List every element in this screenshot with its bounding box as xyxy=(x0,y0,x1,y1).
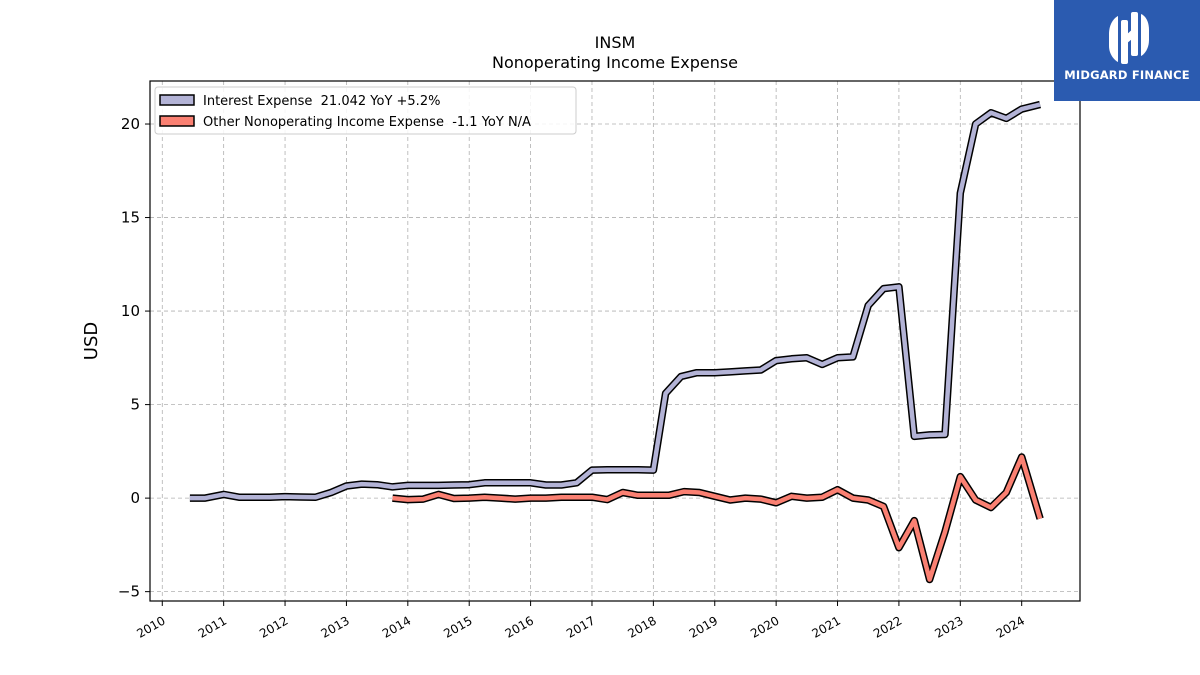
y-axis-ticks: −5 0 5 10 15 20 xyxy=(118,115,150,601)
x-tick-label: 2020 xyxy=(748,613,781,640)
x-tick-label: 2022 xyxy=(871,613,904,640)
x-tick-label: 2017 xyxy=(564,613,597,640)
plot-frame xyxy=(149,80,1081,602)
chart-title: INSM xyxy=(595,33,636,52)
legend-swatch-interest-expense xyxy=(159,94,195,106)
y-tick-label: 10 xyxy=(121,302,140,320)
y-tick-label: −5 xyxy=(118,583,140,601)
x-axis-ticks: 2010 2011 2012 2013 2014 2015 2016 2017 2018 2019… xyxy=(134,601,1027,641)
y-axis-label: USD xyxy=(81,322,102,360)
logo-wordmark: MIDGARD FINANCE xyxy=(1064,68,1190,82)
series-line xyxy=(189,102,1041,501)
x-tick-label: 2021 xyxy=(810,613,843,640)
x-tick-label: 2012 xyxy=(257,613,290,640)
y-tick-label: 15 xyxy=(121,209,140,227)
x-tick-label: 2018 xyxy=(625,613,658,640)
x-tick-label: 2016 xyxy=(503,613,536,640)
y-tick-label: 5 xyxy=(130,396,140,414)
series-line xyxy=(392,454,1043,582)
legend-label-other-nonoperating: Other Nonoperating Income Expense -1.1 Y… xyxy=(203,115,531,130)
x-tick-label: 2024 xyxy=(994,613,1027,640)
y-tick-label: 20 xyxy=(121,115,140,133)
x-tick-label: 2023 xyxy=(932,613,965,640)
x-tick-label: 2019 xyxy=(687,613,720,640)
legend-label-interest-expense: Interest Expense 21.042 YoY +5.2% xyxy=(203,94,440,109)
y-tick-label: 0 xyxy=(130,489,140,507)
x-tick-label: 2010 xyxy=(134,613,167,640)
legend-box xyxy=(154,86,577,135)
legend-swatch-other-nonoperating xyxy=(159,115,195,127)
midgard-finance-logo: MIDGARD FINANCE xyxy=(1054,0,1200,101)
series-lines xyxy=(189,100,1044,584)
x-tick-label: 2013 xyxy=(318,613,351,640)
series-1 xyxy=(392,453,1044,584)
x-tick-label: 2015 xyxy=(441,613,474,640)
chart-subtitle: Nonoperating Income Expense xyxy=(492,53,738,72)
series-0 xyxy=(189,100,1042,502)
grid xyxy=(150,81,1080,601)
series-outline xyxy=(392,453,1044,584)
series-outline xyxy=(189,100,1042,502)
legend: Interest Expense 21.042 YoY +5.2% Other … xyxy=(154,86,577,135)
midgard-monogram-icon xyxy=(1109,12,1149,64)
x-tick-label: 2014 xyxy=(380,613,413,640)
x-tick-label: 2011 xyxy=(196,613,229,640)
